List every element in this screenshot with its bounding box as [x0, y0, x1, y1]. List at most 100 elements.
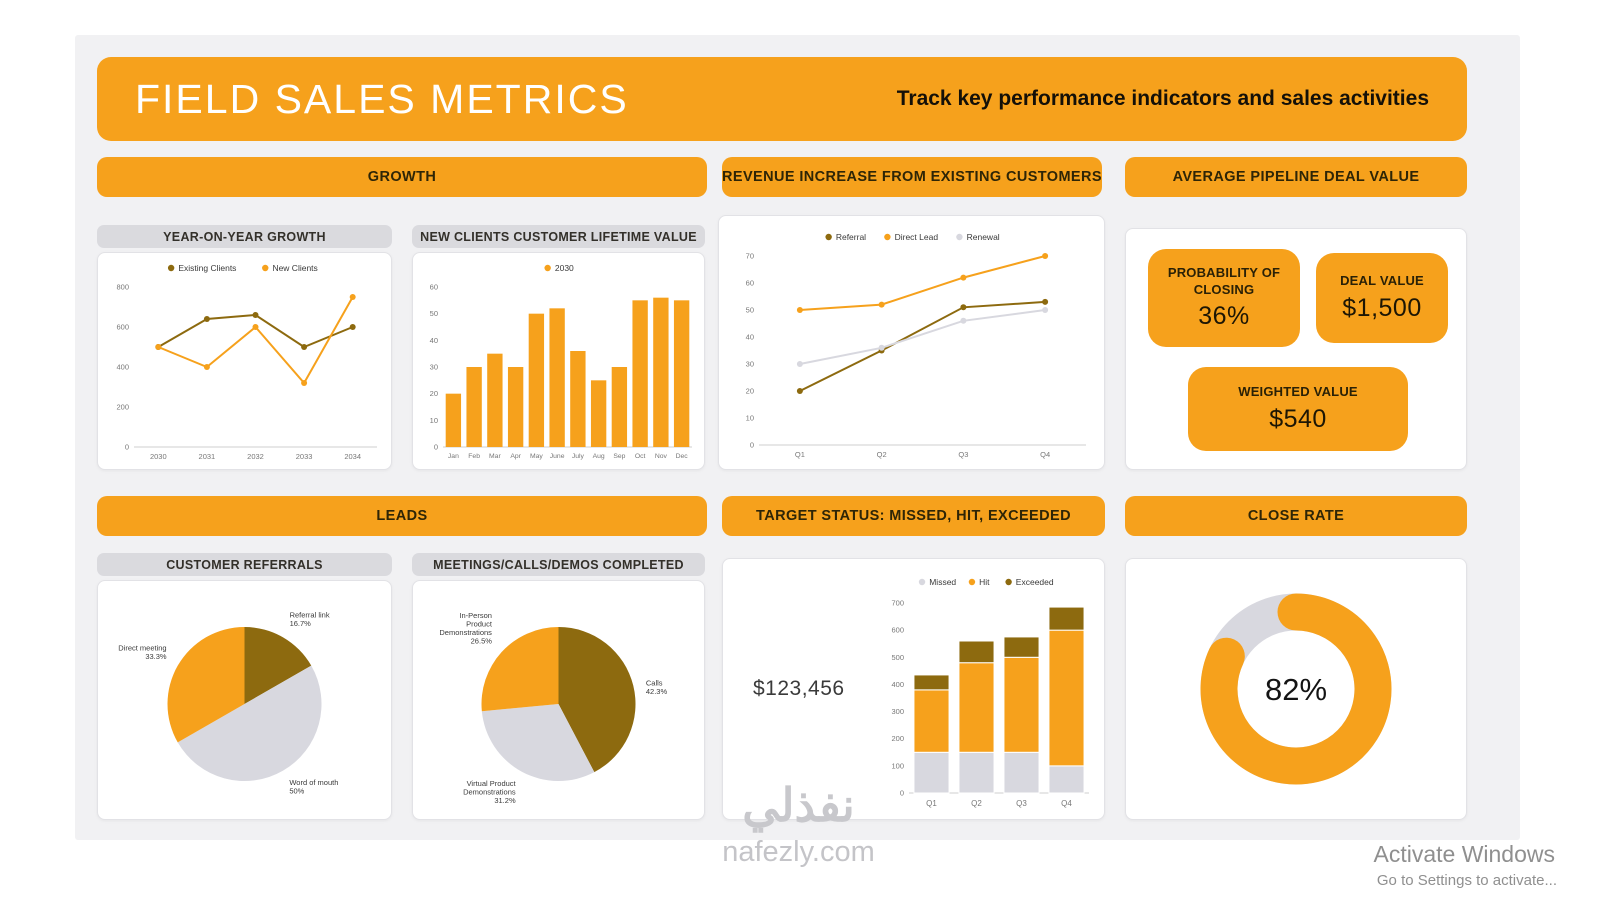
- svg-text:Q1: Q1: [926, 799, 937, 808]
- svg-text:800: 800: [116, 283, 129, 292]
- section-growth: GROWTH: [97, 157, 707, 197]
- svg-text:May: May: [530, 453, 543, 460]
- svg-text:20: 20: [430, 389, 438, 398]
- svg-text:700: 700: [891, 599, 904, 608]
- deal-value-label: DEAL VALUE: [1340, 273, 1424, 289]
- svg-text:400: 400: [116, 363, 129, 372]
- meetings-pie-chart: Calls 42.3% Virtual Product Demonstrations 3…: [415, 583, 702, 817]
- svg-text:Direct Lead: Direct Lead: [895, 232, 939, 242]
- activate-windows-text: Activate Windows: [1373, 841, 1555, 867]
- svg-text:300: 300: [891, 707, 904, 716]
- target-amount: $123,456: [753, 677, 845, 700]
- svg-text:Oct: Oct: [635, 453, 646, 460]
- svg-text:Q2: Q2: [971, 799, 982, 808]
- panel-title-clv: NEW CLIENTS CUSTOMER LIFETIME VALUE: [412, 225, 705, 248]
- svg-text:40: 40: [746, 333, 754, 342]
- yoy-growth-line-chart: Existing Clients New Clients 0 200 400 600 800…: [102, 257, 387, 465]
- svg-text:0: 0: [900, 789, 904, 798]
- svg-text:600: 600: [891, 626, 904, 635]
- svg-text:June: June: [550, 453, 565, 460]
- svg-text:Aug: Aug: [593, 453, 605, 460]
- close-rate-donut-chart: 82%: [1136, 567, 1456, 811]
- svg-text:Apr: Apr: [510, 453, 521, 460]
- svg-text:Q3: Q3: [958, 450, 968, 459]
- pipeline-card: PROBABILITY OF CLOSING 36% DEAL VALUE $1…: [1125, 228, 1467, 470]
- svg-text:Q1: Q1: [795, 450, 805, 459]
- panel-title-meetings: MEETINGS/CALLS/DEMOS COMPLETED: [412, 553, 705, 576]
- svg-text:Exceeded: Exceeded: [1016, 577, 1054, 587]
- svg-text:20: 20: [746, 387, 754, 396]
- svg-text:Jan: Jan: [448, 453, 459, 460]
- svg-text:200: 200: [116, 403, 129, 412]
- watermark-arabic: نفذلي: [742, 779, 855, 831]
- probability-label: PROBABILITY OF CLOSING: [1167, 264, 1281, 297]
- svg-text:82%: 82%: [1265, 672, 1327, 707]
- svg-text:Q3: Q3: [1016, 799, 1027, 808]
- section-revenue-increase: REVENUE INCREASE FROM EXISTING CUSTOMERS: [722, 157, 1102, 197]
- page-subtitle: Track key performance indicators and sal…: [896, 87, 1429, 110]
- svg-text:0: 0: [125, 443, 129, 452]
- target-status-stacked-bar-chart: Missed Hit Exceeded 0 100 200 300 400 500 600 700 Q…: [873, 569, 1097, 813]
- yoy-growth-card: Existing Clients New Clients 0 200 400 600 800…: [97, 252, 392, 470]
- probability-of-closing-pill: PROBABILITY OF CLOSING 36%: [1148, 249, 1300, 347]
- svg-text:Sep: Sep: [613, 453, 625, 460]
- header-banner: FIELD SALES METRICS Track key performanc…: [97, 57, 1467, 141]
- svg-text:2030: 2030: [555, 263, 574, 273]
- svg-text:Q2: Q2: [877, 450, 887, 459]
- svg-text:New Clients: New Clients: [272, 263, 317, 273]
- svg-text:600: 600: [116, 323, 129, 332]
- svg-text:Nov: Nov: [655, 453, 668, 460]
- target-status-card: $123,456 Missed Hit Exceeded 0 100 200 300 400 5…: [722, 558, 1105, 820]
- svg-text:0: 0: [434, 443, 438, 452]
- svg-text:Existing Clients: Existing Clients: [178, 263, 236, 273]
- svg-text:2034: 2034: [344, 452, 361, 461]
- svg-text:Q4: Q4: [1061, 799, 1072, 808]
- svg-text:60: 60: [746, 279, 754, 288]
- svg-text:July: July: [572, 453, 585, 460]
- deal-value: $1,500: [1342, 293, 1422, 322]
- close-rate-card: 82%: [1125, 558, 1467, 820]
- weighted-value-label: WEIGHTED VALUE: [1238, 384, 1358, 400]
- svg-text:2030: 2030: [150, 452, 167, 461]
- meetings-card: Calls 42.3% Virtual Product Demonstrations 3…: [412, 580, 705, 820]
- svg-text:50: 50: [430, 309, 438, 318]
- section-leads: LEADS: [97, 496, 707, 536]
- svg-text:2033: 2033: [296, 452, 313, 461]
- clv-card: 2030 0 10 20 30 40 50 60 Jan Feb Mar Apr May June July…: [412, 252, 705, 470]
- svg-text:200: 200: [891, 734, 904, 743]
- customer-referrals-card: Referral link 16.7% Word of mouth 50% Direct…: [97, 580, 392, 820]
- svg-text:Feb: Feb: [468, 453, 480, 460]
- panel-title-customer-referrals: CUSTOMER REFERRALS: [97, 553, 392, 576]
- activate-windows-subtext: Go to Settings to activate...: [1376, 872, 1557, 889]
- deal-value-pill: DEAL VALUE $1,500: [1316, 253, 1448, 343]
- svg-text:Q4: Q4: [1040, 450, 1050, 459]
- svg-text:2031: 2031: [199, 452, 216, 461]
- page-title: FIELD SALES METRICS: [135, 75, 629, 122]
- customer-referrals-pie-chart: Referral link 16.7% Word of mouth 50% Direct…: [100, 583, 389, 817]
- revenue-line-chart: Referral Direct Lead Renewal 0 10 20 30 40 50 60 7…: [727, 226, 1096, 463]
- svg-text:100: 100: [891, 761, 904, 770]
- svg-text:50: 50: [746, 306, 754, 315]
- svg-text:30: 30: [430, 363, 438, 372]
- revenue-increase-card: Referral Direct Lead Renewal 0 10 20 30 40 50 60 7…: [718, 215, 1105, 470]
- watermark-site: nafezly.com: [722, 836, 875, 868]
- svg-text:400: 400: [891, 680, 904, 689]
- section-close-rate: CLOSE RATE: [1125, 496, 1467, 536]
- svg-text:Renewal: Renewal: [967, 232, 1000, 242]
- svg-text:Dec: Dec: [676, 453, 689, 460]
- svg-text:Mar: Mar: [489, 453, 501, 460]
- svg-text:Referral: Referral: [836, 232, 866, 242]
- svg-text:Hit: Hit: [979, 577, 990, 587]
- svg-text:40: 40: [430, 336, 438, 345]
- svg-text:10: 10: [746, 414, 754, 423]
- svg-text:60: 60: [430, 283, 438, 292]
- svg-text:Missed: Missed: [929, 577, 956, 587]
- weighted-value-pill: WEIGHTED VALUE $540: [1188, 367, 1408, 451]
- svg-text:70: 70: [746, 252, 754, 261]
